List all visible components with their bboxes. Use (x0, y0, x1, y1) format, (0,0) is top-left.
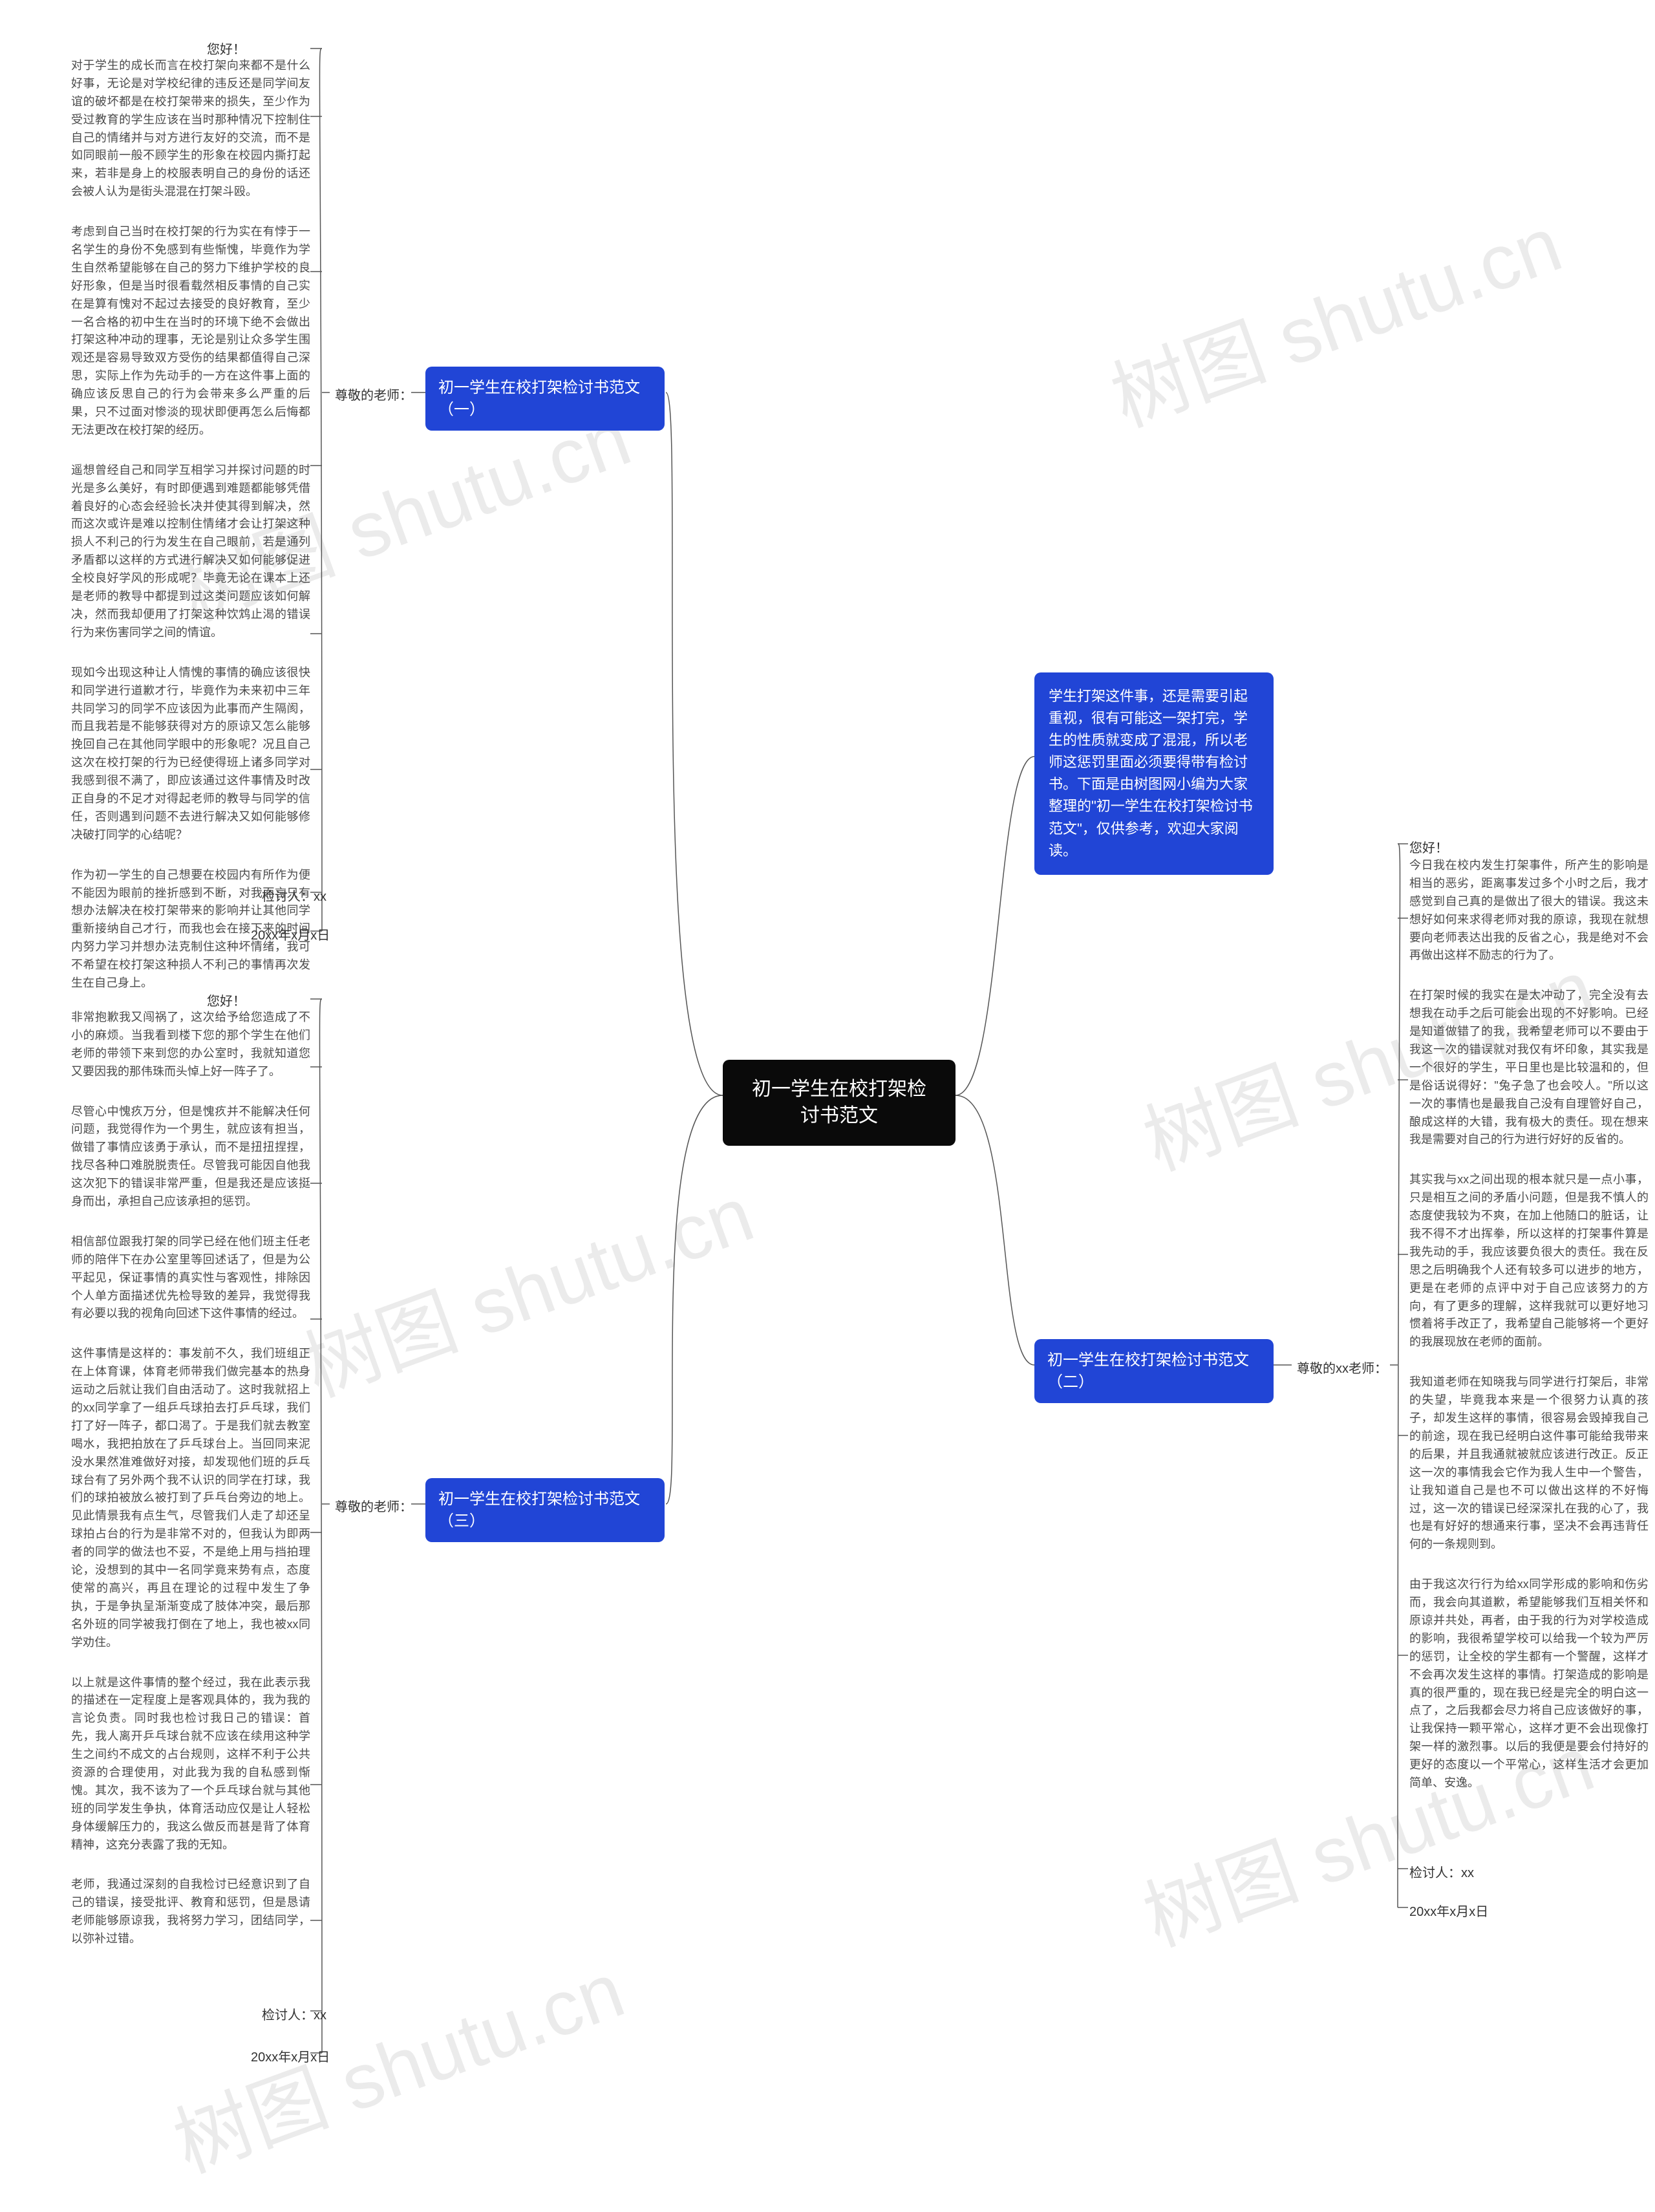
teacher-label: 尊敬的xx老师： (1297, 1358, 1387, 1377)
paragraph: 现如今出现这种让人情愧的事情的确应该很快和同学进行道歉才行，毕竟作为未来初中三年… (71, 664, 310, 844)
greeting: 您好！ (207, 39, 246, 58)
section-node: 初一学生在校打架检讨书范文（二） (1034, 1339, 1274, 1403)
paragraph-column: 对于学生的成长而言在校打架向来都不是什么好事，无论是对学校纪律的违反还是同学间友… (71, 57, 310, 993)
section-node: 初一学生在校打架检讨书范文（三） (425, 1478, 665, 1542)
paragraph: 今日我在校内发生打架事件，所产生的影响是相当的恶劣，距离事发过多个小时之后，我才… (1409, 857, 1649, 965)
paragraph: 遥想曾经自己和同学互相学习并探讨问题的时光是多么美好，有时即便遇到难题都能够凭借… (71, 462, 310, 642)
teacher-label: 尊敬的老师： (335, 385, 412, 403)
signoff-date: 20xx年x月x日 (251, 925, 330, 943)
signoff-person: 检讨人：xx (262, 886, 326, 905)
signoff-date: 20xx年x月x日 (1409, 1901, 1488, 1920)
paragraph: 非常抱歉我又闯祸了，这次给予给您造成了不小的麻烦。当我看到楼下您的那个学生在他们… (71, 1009, 310, 1081)
paragraph: 相信部位跟我打架的同学已经在他们班主任老师的陪伴下在办公室里等回述话了，但是为公… (71, 1233, 310, 1323)
paragraph: 其实我与xx之间出现的根本就只是一点小事，只是相互之间的矛盾小问题，但是我不慎人… (1409, 1171, 1649, 1351)
paragraph: 在打架时候的我实在是太冲动了，完全没有去想我在动手之后可能会出现的不好影响。已经… (1409, 987, 1649, 1149)
paragraph: 对于学生的成长而言在校打架向来都不是什么好事，无论是对学校纪律的违反还是同学间友… (71, 57, 310, 201)
signoff-person: 检讨人：xx (1409, 1862, 1474, 1881)
watermark: 树图 shutu.cn (1094, 182, 1574, 448)
intro-text: 学生打架这件事，还是需要引起重视，很有可能这一架打完，学生的性质就变成了混混，所… (1049, 688, 1253, 859)
paragraph: 我知道老师在知晓我与同学进行打架后，非常的失望，毕竟我本来是一个很努力认真的孩子… (1409, 1373, 1649, 1554)
greeting: 您好！ (1409, 837, 1448, 856)
paragraph: 以上就是这件事情的整个经过，我在此表示我的描述在一定程度上是客观具体的，我为我的… (71, 1674, 310, 1854)
paragraph-column: 非常抱歉我又闯祸了，这次给予给您造成了不小的麻烦。当我看到楼下您的那个学生在他们… (71, 1009, 310, 1948)
greeting: 您好！ (207, 991, 246, 1009)
paragraph: 老师，我通过深刻的自我检讨已经意识到了自己的错误，接受批评、教育和惩罚，但是恳请… (71, 1876, 310, 1948)
section-node: 初一学生在校打架检讨书范文（一） (425, 367, 665, 431)
root-title: 初一学生在校打架检讨书范文 (752, 1079, 926, 1126)
paragraph-column: 今日我在校内发生打架事件，所产生的影响是相当的恶劣，距离事发过多个小时之后，我才… (1409, 857, 1649, 1792)
paragraph: 尽管心中愧疚万分，但是愧疚并不能解决任何问题，我觉得作为一个男生，就应该有担当，… (71, 1103, 310, 1211)
teacher-label: 尊敬的老师： (335, 1496, 412, 1515)
paragraph: 由于我这次行行为给xx同学形成的影响和伤劣而，我会向其道歉，希望能够我们互相关怀… (1409, 1576, 1649, 1792)
root-node: 初一学生在校打架检讨书范文 (723, 1060, 956, 1146)
signoff-date: 20xx年x月x日 (251, 2046, 330, 2065)
paragraph: 考虑到自己当时在校打架的行为实在有悖于一名学生的身份不免感到有些惭愧，毕竟作为学… (71, 223, 310, 440)
watermark: 树图 shutu.cn (286, 1152, 766, 1418)
signoff-person: 检讨人：xx (262, 2004, 326, 2023)
watermark: 树图 shutu.cn (156, 1927, 637, 2194)
paragraph: 这件事情是这样的：事发前不久，我们班组正在上体育课，体育老师带我们做完基本的热身… (71, 1345, 310, 1651)
intro-node: 学生打架这件事，还是需要引起重视，很有可能这一架打完，学生的性质就变成了混混，所… (1034, 672, 1274, 875)
